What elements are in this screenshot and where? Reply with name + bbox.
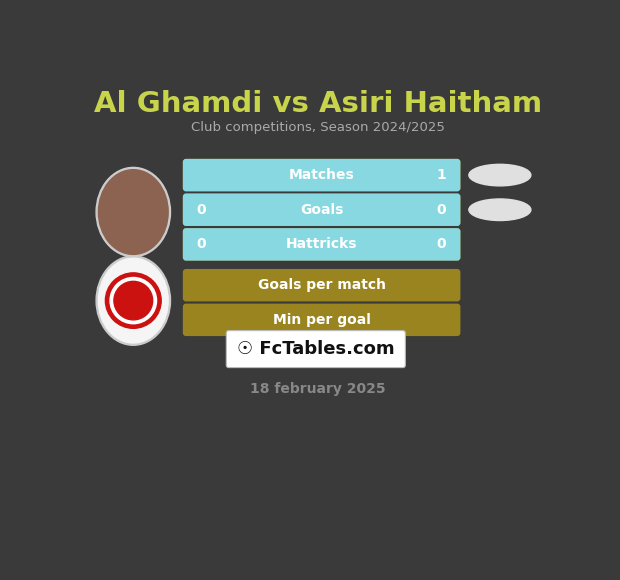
Text: Hattricks: Hattricks	[286, 237, 357, 251]
Text: 0: 0	[197, 237, 206, 251]
Text: Goals per match: Goals per match	[258, 278, 386, 292]
Text: 0: 0	[436, 237, 446, 251]
Text: 0: 0	[436, 203, 446, 217]
Ellipse shape	[469, 199, 531, 220]
FancyBboxPatch shape	[183, 228, 461, 260]
Ellipse shape	[96, 256, 170, 345]
FancyBboxPatch shape	[183, 303, 461, 336]
Text: 1: 1	[436, 168, 446, 182]
Ellipse shape	[96, 168, 170, 257]
Text: Al Ghamdi vs Asiri Haitham: Al Ghamdi vs Asiri Haitham	[94, 90, 542, 118]
FancyBboxPatch shape	[183, 228, 461, 260]
Text: Goals: Goals	[300, 203, 343, 217]
FancyBboxPatch shape	[226, 331, 405, 368]
Text: Matches: Matches	[289, 168, 355, 182]
FancyBboxPatch shape	[183, 269, 461, 302]
Text: 0: 0	[197, 203, 206, 217]
Ellipse shape	[99, 170, 168, 255]
Circle shape	[110, 277, 156, 324]
Circle shape	[105, 273, 161, 328]
Ellipse shape	[469, 164, 531, 186]
Text: ☉ FcTables.com: ☉ FcTables.com	[237, 340, 394, 358]
FancyBboxPatch shape	[183, 194, 461, 226]
Text: Min per goal: Min per goal	[273, 313, 371, 327]
Text: 18 february 2025: 18 february 2025	[250, 382, 386, 396]
FancyBboxPatch shape	[183, 194, 461, 226]
FancyBboxPatch shape	[183, 159, 461, 191]
Circle shape	[114, 281, 153, 320]
Ellipse shape	[99, 258, 168, 343]
Text: Club competitions, Season 2024/2025: Club competitions, Season 2024/2025	[191, 121, 445, 134]
FancyBboxPatch shape	[183, 159, 461, 191]
